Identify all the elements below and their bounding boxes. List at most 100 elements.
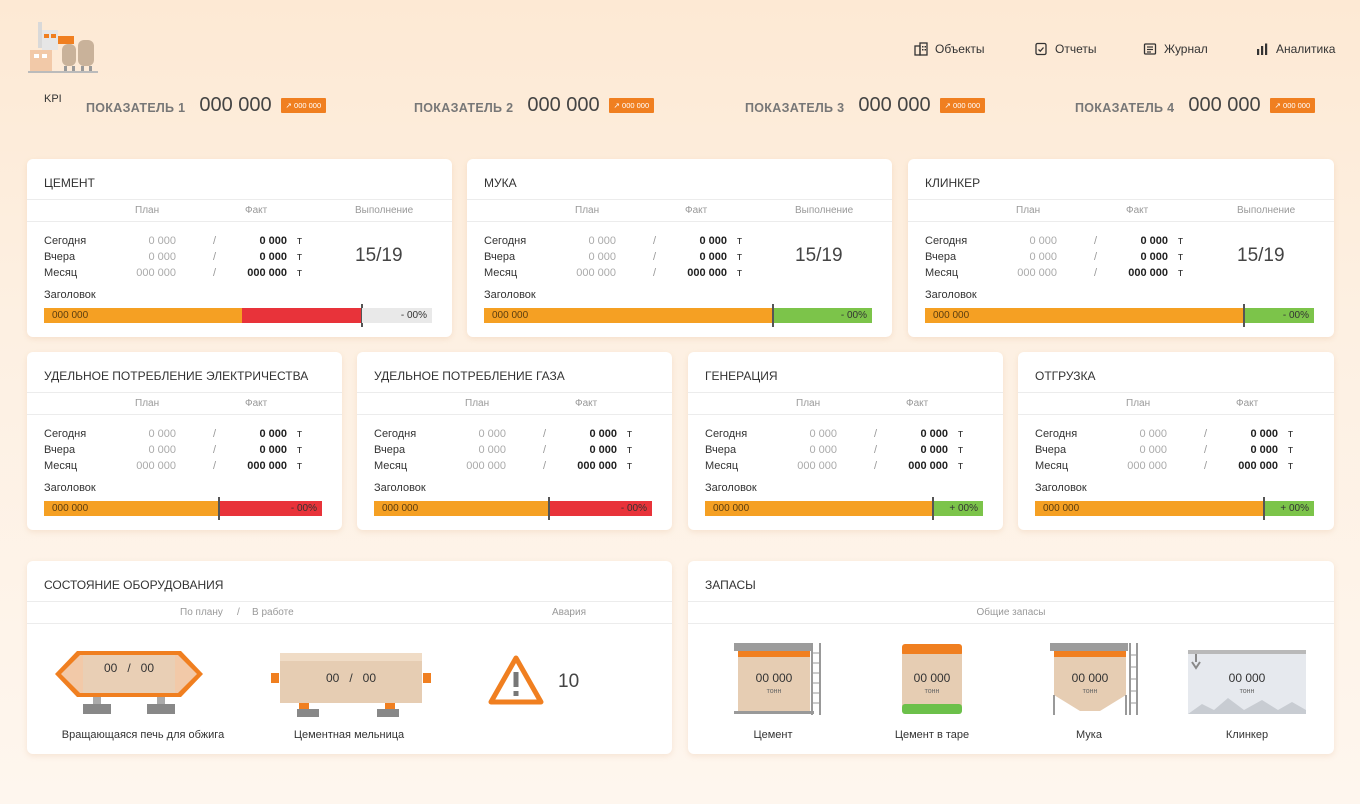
slash: / [213,444,217,456]
plan-value: 000 000 [136,267,176,279]
progress-deficit: - 00% [219,501,322,516]
unit: т [627,444,633,456]
metric-card[interactable]: КЛИНКЕР План Факт Выполнение Сегодня 0 000 / 0 … [908,159,1334,337]
kpi-4: ПОКАЗАТЕЛЬ 4 000 000 ↗ 000 000 [1075,94,1316,117]
progress-bar: 000 000 - 00% [44,304,432,327]
fact-value: 0 000 [699,251,727,263]
unit: т [297,460,303,472]
progress-fill: 000 000 [484,308,773,323]
divider [688,623,1334,624]
done-ratio: 15/19 [1237,245,1285,266]
progress-fill: 000 000 [374,501,549,516]
alarm-warning-icon[interactable] [488,655,544,710]
divider [27,414,342,415]
plan-value: 0 000 [809,444,837,456]
plan-value: 0 000 [148,235,176,247]
divider [27,392,342,393]
nav-reports-label: Отчеты [1055,42,1097,56]
unit: т [737,235,743,247]
row-label: Вчера [374,444,406,456]
report-icon [1035,42,1047,56]
analytics-icon [1257,43,1268,55]
card-title: ГЕНЕРАЦИЯ [705,369,778,383]
fact-value: 0 000 [259,428,287,440]
row-label: Вчера [925,251,957,263]
progress-fill: 000 000 [925,308,1244,323]
progress-fill: 000 000 [44,308,242,323]
col-done: Выполнение [355,205,414,216]
plan-value: 0 000 [1139,428,1167,440]
progress-surplus: - 00% [1244,308,1314,323]
nav-journal[interactable]: Журнал [1143,42,1208,56]
fact-value: 000 000 [687,267,727,279]
slash: / [543,428,547,440]
kiln-icon[interactable]: 00 / 00 [53,649,205,724]
row-label: Вчера [705,444,737,456]
progress-fill: 000 000 [1035,501,1264,516]
divider [467,221,892,222]
divider [357,414,672,415]
progress-deficit [242,308,362,323]
metric-card[interactable]: УДЕЛЬНОЕ ПОТРЕБЛЕНИЕ ЭЛЕКТРИЧЕСТВА План Фа… [27,352,342,530]
stock-value: 00 000 [913,671,951,685]
stock-packaged-cement-icon[interactable]: 00 000 тонн [902,644,962,719]
nav-objects[interactable]: Объекты [914,42,985,56]
unit: т [297,251,303,263]
row-label: Сегодня [1035,428,1078,440]
unit: т [297,444,303,456]
progress-percent: + 00% [1280,503,1309,514]
card-title: ЗАПАСЫ [705,578,756,592]
progress-fill: 000 000 [44,501,219,516]
fact-value: 0 000 [920,444,948,456]
slash: / [1204,460,1208,472]
metric-card[interactable]: ОТГРУЗКА План Факт Сегодня 0 000 / 0 000 т Вчера… [1018,352,1334,530]
plan-value: 0 000 [478,428,506,440]
done-ratio: 15/19 [355,245,403,266]
fact-value: 0 000 [699,235,727,247]
progress-surplus: + 00% [1264,501,1314,516]
app-logo[interactable] [28,16,98,76]
unit: т [737,251,743,263]
slash: / [543,444,547,456]
col-slash: / [237,607,240,618]
mill-icon[interactable]: 00 / 00 [271,653,431,724]
stocks-subtitle: Общие запасы [976,607,1046,618]
card-title: УДЕЛЬНОЕ ПОТРЕБЛЕНИЕ ЭЛЕКТРИЧЕСТВА [44,369,309,383]
row-label: Сегодня [44,428,87,440]
progress-percent: - 00% [620,503,647,514]
nav-reports[interactable]: Отчеты [1034,42,1096,56]
slash: / [1094,267,1098,279]
kpi-tag: KPI [44,93,62,105]
metric-card[interactable]: ГЕНЕРАЦИЯ План Факт Сегодня 0 000 / 0 000 т Вчер… [688,352,1003,530]
progress-value: 000 000 [1043,503,1080,514]
kpi-badge: ↗ 000 000 [280,98,327,113]
col-plan: План [796,398,821,409]
divider [27,221,452,222]
col-fact: Факт [245,205,268,216]
slash: / [1094,251,1098,263]
progress-marker [772,304,774,327]
row-label: Вчера [484,251,516,263]
divider [688,601,1334,602]
fact-value: 000 000 [577,460,617,472]
divider [467,199,892,200]
stock-flour-icon[interactable]: 00 000 тонн [1050,641,1140,722]
stock-cement-icon[interactable]: 00 000 тонн [734,641,824,722]
stock-unit: тонн [766,688,782,695]
metric-card[interactable]: УДЕЛЬНОЕ ПОТРЕБЛЕНИЕ ГАЗА План Факт Сегодня… [357,352,672,530]
progress-marker [932,497,934,520]
metric-card[interactable]: МУКА План Факт Выполнение Сегодня 0 000 / 0 000… [467,159,892,337]
progress-bar: 000 000 + 00% [1035,497,1314,520]
row-label: Месяц [925,267,959,279]
nav-analytics[interactable]: Аналитика [1255,42,1335,56]
slash: / [543,460,547,472]
progress-bar: 000 000 - 00% [484,304,872,327]
progress-percent: + 00% [949,503,978,514]
stock-clinker-icon[interactable]: 00 000 тонн [1188,650,1306,721]
stock-value: 00 000 [1071,671,1109,685]
journal-icon [1143,43,1157,55]
col-fact: Факт [575,398,598,409]
slash: / [213,235,217,247]
metric-card[interactable]: ЦЕМЕНТ План Факт Выполнение Сегодня 0 000 / 0 0… [27,159,452,337]
stock-value: 00 000 [1228,671,1266,685]
